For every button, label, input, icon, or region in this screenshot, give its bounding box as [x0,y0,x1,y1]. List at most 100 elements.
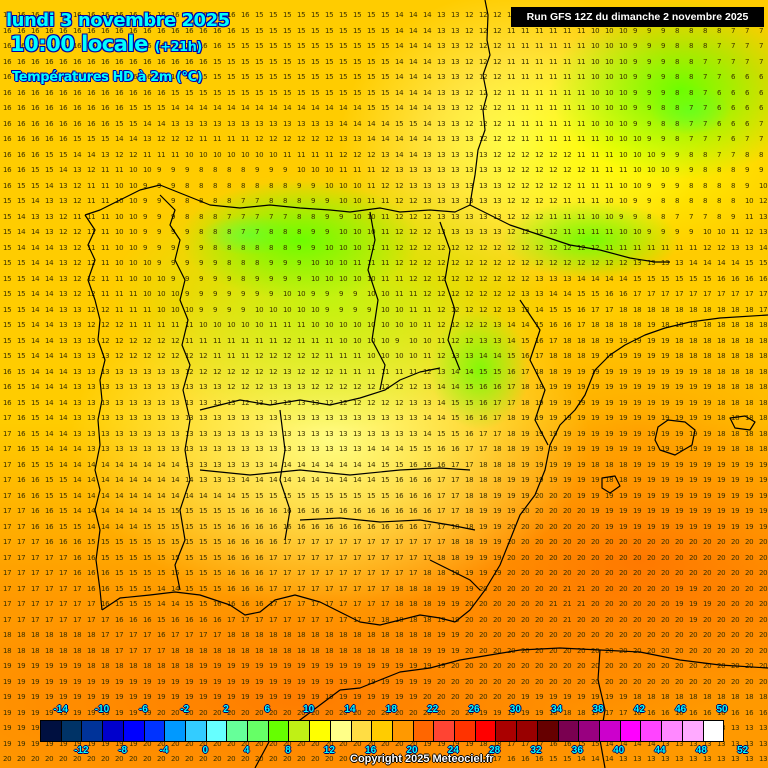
grid-value: 13 [157,367,166,376]
legend-swatch [641,721,663,741]
grid-value: 15 [129,119,138,128]
grid-value: 14 [45,290,54,298]
grid-value: 18 [633,305,642,314]
grid-value: 9 [143,228,148,236]
grid-value: 16 [73,88,82,97]
grid-value: 16 [31,42,40,50]
grid-value: 19 [647,398,656,407]
grid-value: 16 [731,708,740,717]
grid-value: 9 [325,305,330,314]
grid-value: 13 [171,429,180,438]
legend-swatch [620,721,642,741]
grid-value: 8 [661,104,666,112]
grid-value: 19 [493,553,502,562]
grid-value: 16 [101,119,110,128]
grid-value: 6 [731,73,736,81]
grid-value: 19 [591,491,600,500]
grid-value: 18 [549,708,558,717]
grid-value: 17 [101,631,110,639]
grid-value: 13 [101,150,110,159]
grid-value: 14 [241,104,250,112]
grid-value: 20 [549,615,558,624]
grid-value: 12 [381,383,390,391]
grid-value: 19 [339,693,348,701]
grid-value: 8 [227,259,232,267]
grid-value: 8 [647,212,652,221]
grid-value: 18 [717,414,726,422]
grid-value: 19 [395,662,404,670]
grid-value: 19 [101,693,110,701]
forecast-date: lundi 3 novembre 2025 [6,10,230,31]
grid-value: 20 [465,615,474,624]
grid-value: 13 [437,88,446,97]
grid-value: 20 [115,755,124,763]
grid-value: 15 [157,104,166,112]
grid-value: 9 [689,166,694,174]
grid-value: 20 [745,662,754,670]
grid-value: 14 [395,150,404,159]
grid-value: 20 [283,755,292,763]
grid-value: 18 [731,305,740,314]
grid-value: 19 [507,491,516,500]
grid-value: 19 [647,445,656,453]
grid-value: 17 [3,522,12,531]
grid-value: 15 [297,26,306,35]
grid-value: 17 [507,383,516,391]
grid-value: 16 [31,476,40,484]
grid-value: 11 [367,243,376,252]
grid-value: 16 [73,569,82,577]
grid-value: 14 [101,476,110,484]
grid-value: 8 [731,197,736,205]
grid-value: 20 [213,708,222,717]
grid-value: 13 [339,135,348,143]
grid-value: 19 [675,383,684,391]
grid-value: 19 [339,662,348,670]
grid-value: 12 [549,228,558,236]
grid-value: 18 [619,476,628,484]
grid-value: 10 [143,166,152,174]
island-ibiza [601,475,621,494]
grid-value: 20 [717,584,726,593]
grid-value: 7 [703,73,708,81]
grid-value: 18 [717,336,726,345]
grid-value: 18 [745,321,754,329]
grid-value: 12 [521,150,530,159]
grid-value: 18 [423,615,432,624]
grid-value: 17 [395,553,404,562]
grid-value: 19 [465,739,474,748]
grid-value: 15 [199,600,208,608]
grid-value: 13 [143,398,152,407]
grid-value: 20 [367,739,376,748]
grid-value: 19 [423,755,432,763]
grid-value: 20 [479,646,488,655]
grid-value: 14 [563,290,572,298]
grid-value: 19 [283,662,292,670]
grid-value: 19 [591,429,600,438]
legend-swatch [268,721,290,741]
grid-value: 17 [353,569,362,577]
grid-value: 20 [199,755,208,763]
grid-value: 16 [59,538,68,546]
grid-value: 9 [661,88,666,97]
grid-value: 7 [717,57,722,66]
grid-value: 13 [87,429,96,438]
grid-value: 13 [437,104,446,112]
grid-value: 16 [409,491,418,500]
grid-value: 11 [381,212,390,221]
grid-value: 19 [591,476,600,484]
grid-value: 18 [745,352,754,360]
grid-value: 19 [451,739,460,748]
grid-value: 8 [227,166,232,174]
grid-value: 13 [73,336,82,345]
grid-value: 20 [535,600,544,608]
grid-value: 7 [759,119,764,128]
legend-swatch [537,721,559,741]
grid-value: 11 [325,336,334,345]
grid-value: 10 [129,197,138,205]
grid-value: 18 [45,646,54,655]
grid-value: 9 [661,181,666,190]
grid-value: 20 [591,522,600,531]
grid-value: 11 [325,352,334,360]
grid-value: 14 [227,104,236,112]
